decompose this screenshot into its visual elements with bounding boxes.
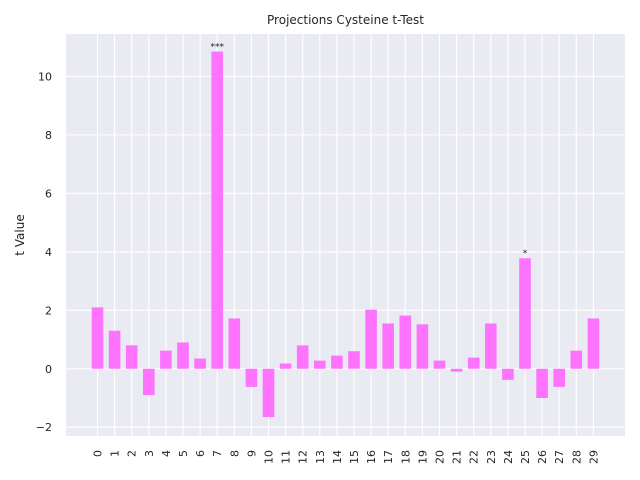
x-tick-label: 24 [502, 450, 515, 464]
bar-1 [108, 330, 121, 369]
bar-27 [553, 368, 565, 387]
y-tick-label: 8 [45, 129, 52, 142]
x-tick-label: 29 [587, 450, 600, 464]
bar-13 [314, 360, 326, 369]
x-tick-label: 17 [382, 450, 395, 464]
bar-5 [177, 342, 189, 369]
x-tick-label: 11 [280, 450, 293, 464]
bar-12 [296, 345, 309, 369]
bar-15 [348, 351, 360, 369]
bar-23 [485, 323, 497, 369]
bar-0 [91, 307, 104, 369]
bar-6 [194, 358, 206, 369]
y-gridlines [66, 75, 625, 428]
x-tick-label: 2 [126, 450, 139, 457]
bar-10 [262, 368, 275, 417]
bar-29 [587, 318, 600, 369]
y-tick-label: 6 [45, 187, 52, 200]
bar-14 [331, 355, 343, 369]
x-tick-label: 22 [468, 450, 481, 464]
bars [91, 51, 600, 417]
x-tick-label: 7 [211, 450, 224, 457]
x-tick-label: 3 [143, 450, 156, 457]
bar-3 [143, 368, 155, 396]
chart-title: Projections Cysteine t-Test [267, 13, 424, 27]
x-tick-labels: 0 1 2 3 4 5 6 7 8 9 10 11 12 13 14 15 16 17 18 19 20 21 22 23 24… [92, 450, 601, 464]
x-tick-label: 25 [519, 450, 532, 464]
y-tick-labels: −2 0 2 4 6 8 10 [36, 70, 52, 434]
y-tick-label: 2 [45, 304, 52, 317]
bar-8 [228, 318, 241, 369]
x-tick-label: 4 [160, 450, 173, 457]
x-tick-label: 26 [536, 450, 549, 464]
x-tick-label: 1 [109, 450, 122, 457]
bar-17 [382, 323, 394, 369]
bar-25 [519, 258, 531, 369]
x-tick-label: 9 [245, 450, 258, 457]
bar-2 [125, 345, 138, 369]
bar-18 [399, 315, 412, 369]
x-tick-label: 14 [331, 450, 344, 464]
x-tick-label: 0 [92, 450, 105, 457]
x-tick-label: 16 [365, 450, 378, 464]
x-tick-label: 10 [263, 450, 276, 464]
y-tick-label: 0 [45, 363, 52, 376]
bar-9 [245, 368, 258, 387]
bar-28 [570, 350, 583, 369]
x-tick-label: 23 [485, 450, 498, 464]
x-tick-label: 27 [553, 450, 566, 464]
x-tick-label: 13 [314, 450, 327, 464]
significance-marker: *** [210, 43, 224, 53]
significance-marker: * [523, 249, 528, 259]
bar-11 [279, 363, 292, 369]
x-tick-label: 28 [570, 450, 583, 464]
x-tick-label: 15 [348, 450, 361, 464]
significance-annotations: **** [210, 43, 527, 260]
bar-24 [502, 368, 514, 380]
bar-20 [433, 360, 446, 369]
bar-21 [450, 368, 463, 372]
x-tick-label: 19 [416, 450, 429, 464]
bar-16 [365, 309, 377, 369]
y-tick-label: 4 [45, 246, 52, 259]
y-tick-label: 10 [38, 70, 52, 83]
bar-4 [160, 350, 172, 369]
x-tick-label: 20 [434, 450, 447, 464]
bar-22 [467, 357, 480, 369]
x-tick-label: 8 [228, 450, 241, 457]
y-tick-label: −2 [36, 421, 52, 434]
bar-26 [536, 368, 548, 398]
x-tick-label: 12 [297, 450, 310, 464]
x-tick-label: 5 [177, 450, 190, 457]
x-tick-label: 6 [194, 450, 207, 457]
y-axis-label: t Value [13, 214, 27, 255]
bar-7 [211, 51, 223, 369]
bar-19 [416, 324, 429, 369]
x-tick-label: 21 [451, 450, 464, 464]
x-tick-label: 18 [399, 450, 412, 464]
